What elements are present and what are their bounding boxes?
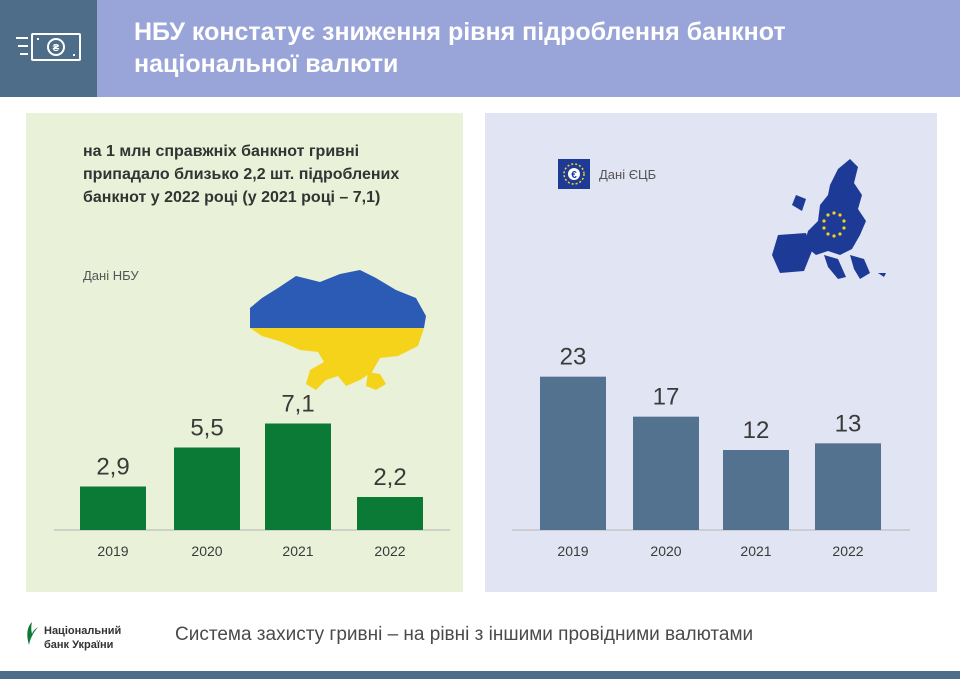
ukraine-map-icon [250,270,426,390]
banknote-icon: ₴ [16,33,81,61]
svg-text:₴: ₴ [53,43,60,54]
ukraine-bar [80,486,146,530]
ukraine-bar [174,447,240,530]
header-icon-box: ₴ [0,0,97,97]
ecb-value-label: 23 [560,344,587,371]
ecb-bar [540,376,606,530]
ecb-value-label: 12 [743,417,770,444]
page-title: НБУ констатує зниження рівня підроблення… [134,18,786,78]
ukraine-value-label: 5,5 [190,415,223,442]
logo-line-2: банк України [44,639,114,651]
ukraine-tick-label: 2020 [191,543,222,559]
ecb-bar [815,443,881,530]
ukraine-tick-label: 2022 [374,543,405,559]
nbu-logo-icon [27,622,38,645]
eu-map-icon [772,159,886,279]
bottom-bar [0,671,960,679]
ecb-tick-label: 2019 [557,543,588,559]
ukraine-value-label: 2,2 [373,464,406,491]
ecb-source-label: Дані ЄЦБ [599,167,657,182]
ukraine-source-label: Дані НБУ [83,268,139,283]
ecb-value-label: 13 [835,410,862,437]
ukraine-tick-label: 2019 [97,543,128,559]
ukraine-bar [265,423,331,530]
ecb-logo-icon: € [558,159,590,189]
ukraine-tick-label: 2021 [282,543,313,559]
ecb-bar [723,450,789,530]
ecb-tick-label: 2020 [650,543,681,559]
ukraine-value-label: 2,9 [96,454,129,481]
nbu-logo-text: Національний банк України [44,624,121,652]
ecb-tick-label: 2022 [832,543,863,559]
ecb-bar [633,416,699,530]
ecb-value-label: 17 [653,384,680,411]
header-bar: ₴ НБУ констатує зниження рівня підроблен… [0,0,960,97]
ukraine-bar [357,497,423,530]
ukraine-description: на 1 млн справжніх банкнот гривні припад… [83,143,400,206]
footer-tagline: Система захисту гривні – на рівні з інши… [175,624,754,645]
logo-line-1: Національний [44,625,122,637]
ecb-tick-label: 2021 [740,543,771,559]
svg-text:€: € [571,170,577,181]
ukraine-value-label: 7,1 [281,391,314,418]
